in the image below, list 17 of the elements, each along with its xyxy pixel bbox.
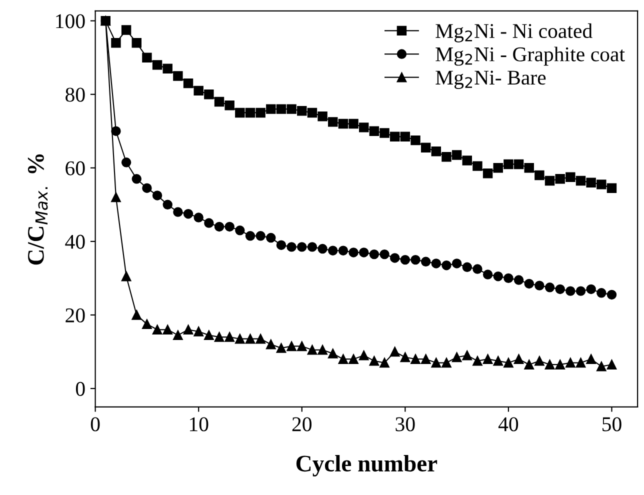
y-tick-label: 0 — [76, 382, 85, 396]
x-tick-label: 0 — [90, 417, 100, 432]
y-axis-title: C/C$_{Max.}$ % — [28, 154, 48, 265]
y-tick-label: 100 — [56, 14, 85, 28]
x-tick-label: 30 — [396, 417, 415, 432]
legend-label: Mg$_{2}$Ni - Graphite coat — [436, 46, 625, 66]
legend-label: Mg$_{2}$Ni - Ni coated — [436, 23, 592, 42]
x-tick-label: 10 — [190, 417, 208, 432]
y-tick-label: 40 — [65, 234, 85, 249]
x-tick-label: 50 — [602, 417, 622, 432]
x-tick-label: 20 — [292, 417, 312, 432]
legend-label: Mg$_{2}$Ni- Bare — [436, 70, 546, 89]
x-tick-label: 40 — [498, 417, 518, 432]
y-tick-label: 80 — [66, 88, 85, 102]
y-tick-label: 20 — [66, 308, 85, 322]
y-tick-label: 60 — [66, 161, 85, 176]
x-axis-title: Cycle number — [296, 454, 438, 476]
